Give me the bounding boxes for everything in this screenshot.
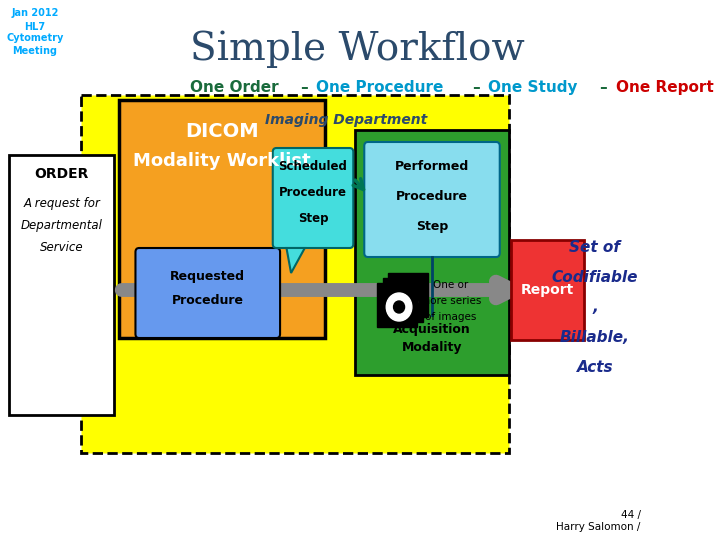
Text: of images: of images xyxy=(425,312,476,322)
Text: Departmental: Departmental xyxy=(21,219,103,232)
Text: ,: , xyxy=(592,300,598,315)
Circle shape xyxy=(397,283,423,311)
Polygon shape xyxy=(287,248,305,273)
Text: –: – xyxy=(600,80,613,95)
Text: Performed: Performed xyxy=(395,160,469,173)
Circle shape xyxy=(386,293,412,321)
Text: Report: Report xyxy=(521,283,574,297)
Bar xyxy=(119,100,325,338)
Circle shape xyxy=(394,301,405,313)
Text: DICOM: DICOM xyxy=(185,122,258,141)
Text: Imaging Department: Imaging Department xyxy=(265,113,427,127)
Text: Requested: Requested xyxy=(170,270,246,283)
Text: Cytometry: Cytometry xyxy=(6,33,63,43)
Bar xyxy=(9,155,114,415)
Text: Acquisition: Acquisition xyxy=(393,323,471,336)
Text: Set of: Set of xyxy=(570,240,621,255)
Text: Procedure: Procedure xyxy=(396,190,468,203)
Circle shape xyxy=(405,291,415,303)
Text: Modality: Modality xyxy=(402,341,462,354)
Text: One Order: One Order xyxy=(190,80,284,95)
Text: HL7: HL7 xyxy=(24,22,45,32)
Text: Modality Worklist: Modality Worklist xyxy=(133,152,311,170)
Text: One Report: One Report xyxy=(616,80,714,95)
Text: Scheduled: Scheduled xyxy=(279,160,348,173)
FancyBboxPatch shape xyxy=(364,142,500,257)
Text: One Procedure: One Procedure xyxy=(316,80,449,95)
Text: Jan 2012: Jan 2012 xyxy=(11,8,58,18)
Bar xyxy=(81,95,509,453)
Text: 44 /: 44 / xyxy=(621,510,641,520)
Bar xyxy=(510,240,584,340)
Text: Step: Step xyxy=(416,220,448,233)
Bar xyxy=(388,273,428,317)
Circle shape xyxy=(399,296,410,308)
Text: A request for: A request for xyxy=(23,197,100,210)
Text: Procedure: Procedure xyxy=(279,186,347,199)
Text: –: – xyxy=(301,80,314,95)
Text: Simple Workflow: Simple Workflow xyxy=(189,30,524,68)
Circle shape xyxy=(392,288,418,316)
Bar xyxy=(382,278,423,322)
Text: ORDER: ORDER xyxy=(35,167,89,181)
Text: Step: Step xyxy=(298,212,328,225)
Text: Harry Salomon /: Harry Salomon / xyxy=(557,522,641,532)
Text: Procedure: Procedure xyxy=(172,294,244,307)
Text: –: – xyxy=(473,80,486,95)
Bar xyxy=(377,283,418,327)
Text: Acts: Acts xyxy=(577,360,613,375)
Text: One Study: One Study xyxy=(488,80,583,95)
Bar xyxy=(355,130,509,375)
FancyBboxPatch shape xyxy=(135,248,280,338)
Text: more series: more series xyxy=(420,296,481,306)
Text: Billable,: Billable, xyxy=(560,330,630,345)
Text: Codifiable: Codifiable xyxy=(552,270,638,285)
Text: Meeting: Meeting xyxy=(12,46,58,56)
Text: One or: One or xyxy=(433,280,468,290)
FancyBboxPatch shape xyxy=(273,148,354,248)
Text: Service: Service xyxy=(40,241,84,254)
